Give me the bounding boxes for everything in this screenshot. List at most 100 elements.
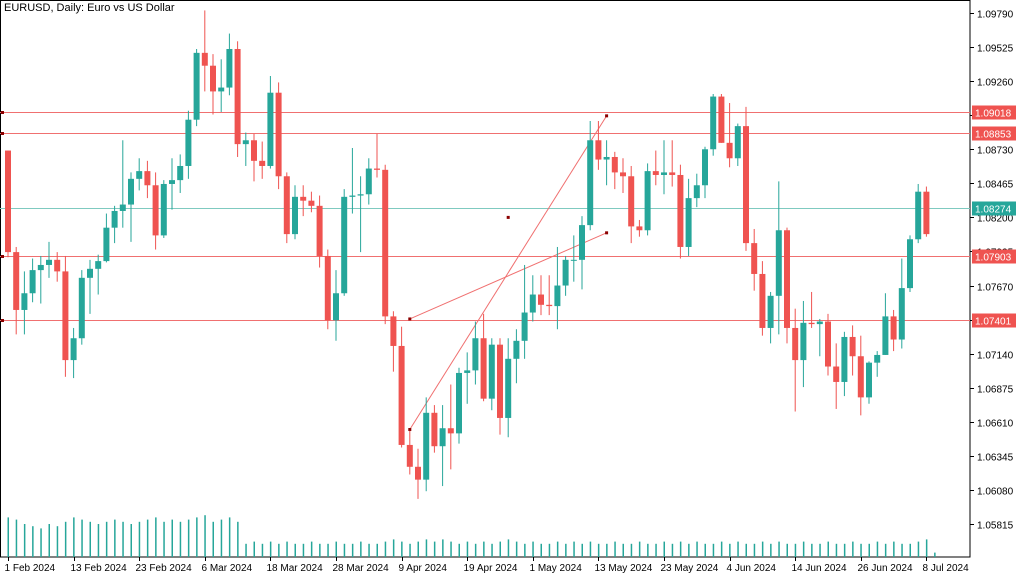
volume-bar (81, 519, 83, 557)
bear-candle (628, 165, 635, 244)
price-label-text: 1.08274 (975, 205, 1012, 216)
candle-body (103, 227, 110, 262)
candle-body (652, 171, 659, 175)
candle-body (636, 226, 643, 231)
candle-body (210, 65, 216, 92)
candle-body (201, 52, 208, 66)
volume-bar (581, 543, 583, 557)
candle-body (620, 172, 626, 177)
volume-bar (811, 543, 813, 557)
bear-candle (890, 309, 897, 352)
bear-candle (808, 291, 815, 328)
bear-candle (480, 313, 487, 402)
candle-body (521, 312, 528, 341)
volume-bar (556, 541, 559, 557)
volume-bar (548, 543, 551, 557)
volume-bar (524, 543, 526, 557)
candle-body (78, 277, 85, 339)
volume-bar (696, 541, 698, 557)
volume-bar (499, 541, 501, 557)
volume-bar (278, 543, 280, 557)
candle-body (87, 268, 93, 278)
candle-body (415, 466, 421, 480)
volume-bar (376, 543, 378, 557)
x-tick-label: 18 Mar 2024 (267, 563, 324, 574)
candle-body (734, 126, 741, 159)
bull-candle (242, 132, 249, 166)
bear-candle (743, 106, 749, 251)
candle-body (677, 174, 684, 247)
bear-candle (374, 133, 380, 178)
candle-body (456, 372, 462, 434)
x-tick-label: 1 May 2024 (530, 563, 583, 574)
volume-bar (105, 521, 108, 557)
bull-candle (603, 140, 610, 186)
level-anchor-dot (1, 255, 4, 258)
bull-candle (103, 213, 110, 263)
bear-candle (784, 227, 790, 344)
y-tick-label: 1.09790 (977, 10, 1014, 21)
volume-bar (868, 543, 870, 557)
candle-body (816, 321, 823, 325)
bull-candle (816, 318, 823, 357)
y-tick-label: 1.07670 (977, 283, 1014, 294)
y-tick-label: 1.09260 (977, 78, 1014, 89)
bear-candle (497, 338, 503, 435)
volume-bar (860, 543, 862, 557)
bull-candle (119, 140, 126, 228)
bear-candle (390, 311, 397, 372)
candle-body (218, 87, 225, 92)
volume-bar (909, 543, 911, 557)
candle-body (751, 243, 758, 274)
bull-candle (95, 254, 102, 295)
volume-bar (843, 543, 846, 557)
volume-bar (368, 543, 370, 557)
volume-bar (688, 543, 690, 557)
volume-bar (794, 543, 797, 557)
candle-body (784, 230, 790, 328)
volume-bar (146, 519, 149, 557)
candle-body (349, 195, 356, 197)
y-tick-label: 1.08200 (977, 214, 1014, 225)
volume-bar (163, 521, 165, 557)
x-tick-label: 9 Apr 2024 (399, 563, 448, 574)
candle-body (546, 304, 553, 307)
volume-bar (401, 541, 403, 557)
bear-candle (857, 335, 864, 416)
volume-bar (753, 543, 756, 557)
candle-body (833, 366, 840, 382)
y-tick-label: 1.06345 (977, 453, 1014, 464)
candle-body (251, 140, 257, 161)
bull-candle (488, 338, 495, 411)
volume-bar (294, 543, 296, 557)
volume-bar (802, 541, 805, 557)
x-tick-label: 4 Jun 2024 (727, 563, 777, 574)
y-axis: 1.097901.095251.092601.089951.087301.084… (970, 10, 1016, 532)
x-tick-label: 14 Jun 2024 (792, 563, 847, 574)
bear-candle (54, 252, 61, 282)
bull-candle (874, 351, 881, 377)
bear-candle (201, 10, 208, 92)
volume-bar (32, 526, 34, 557)
y-tick-label: 1.08730 (977, 146, 1014, 157)
bull-candle (521, 264, 528, 359)
candle-body (144, 171, 151, 186)
bear-candle (144, 160, 151, 199)
volume-bar (761, 541, 764, 557)
volume-bar (286, 541, 288, 557)
candle-body (743, 126, 749, 244)
candle-body (283, 176, 290, 235)
candle-body (529, 294, 536, 313)
candle-body (29, 270, 36, 294)
bear-candle (849, 325, 856, 376)
candle-body (611, 156, 618, 173)
x-tick-label: 13 Feb 2024 (71, 563, 128, 574)
candle-body (95, 261, 102, 269)
bull-candle (882, 293, 889, 355)
candle-body (472, 338, 479, 371)
candle-body (726, 142, 733, 159)
level-anchor-dot (1, 111, 4, 114)
volume-bar (819, 543, 821, 557)
